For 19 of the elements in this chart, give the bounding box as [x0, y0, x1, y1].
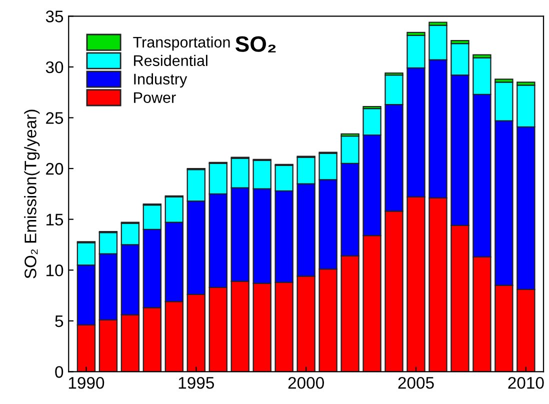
- y-tick-label: 30: [46, 61, 64, 74]
- y-axis-title: SO₂ Emission(Tg/year): [24, 110, 40, 278]
- y-tick-label: 15: [46, 214, 64, 226]
- x-tick-label: 1990: [68, 376, 104, 389]
- legend-label: Transportation: [133, 36, 230, 51]
- y-tick-label: 25: [46, 112, 64, 124]
- y-tick-label: 10: [46, 264, 64, 276]
- y-tick-label: 0: [55, 366, 64, 378]
- legend-label: Industry: [134, 73, 188, 88]
- x-tick-label: 2000: [288, 376, 324, 389]
- y-tick-label: 5: [55, 315, 64, 328]
- legend-label: Residential: [134, 54, 208, 66]
- legend-label: Power: [134, 92, 176, 103]
- x-tick-label: 1995: [178, 376, 214, 389]
- y-tick-label: 20: [46, 162, 64, 175]
- text: SO₂: [235, 36, 276, 52]
- x-tick-label: 2005: [398, 376, 434, 389]
- x-tick-label: 2010: [508, 376, 544, 389]
- y-tick-label: 35: [46, 10, 64, 22]
